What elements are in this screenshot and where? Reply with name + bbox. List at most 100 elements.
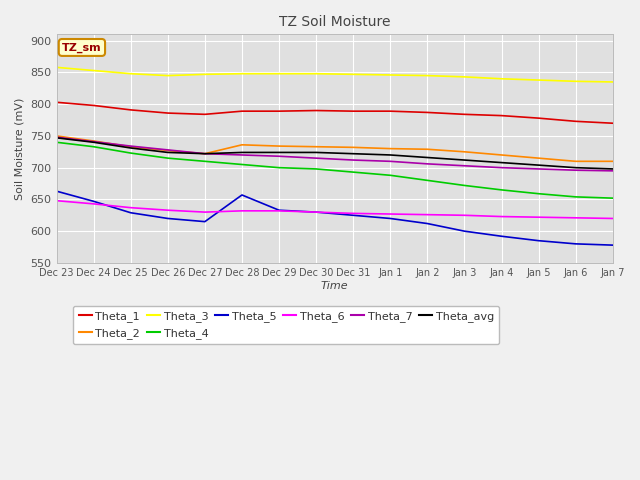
Theta_1 xyxy=(127,107,134,113)
Theta_3 xyxy=(609,79,616,85)
Theta_2 xyxy=(387,146,394,152)
Theta_1 xyxy=(424,109,431,115)
Theta_4 xyxy=(90,144,97,150)
Theta_3 xyxy=(275,71,283,77)
Theta_1 xyxy=(275,108,283,114)
Theta_avg xyxy=(90,139,97,145)
Theta_7 xyxy=(609,168,616,174)
Line: Theta_6: Theta_6 xyxy=(56,201,612,218)
Theta_avg xyxy=(275,150,283,156)
Theta_1 xyxy=(387,108,394,114)
Theta_7 xyxy=(349,157,357,163)
Theta_7 xyxy=(498,165,506,170)
Theta_4 xyxy=(312,166,320,172)
Theta_4 xyxy=(461,182,468,188)
Theta_3 xyxy=(498,76,506,82)
Theta_4 xyxy=(609,195,616,201)
Theta_avg xyxy=(52,135,60,141)
Theta_2 xyxy=(164,148,172,154)
Theta_1 xyxy=(572,119,579,124)
Theta_5 xyxy=(609,242,616,248)
Theta_2 xyxy=(535,155,543,161)
Theta_6 xyxy=(424,212,431,217)
Theta_4 xyxy=(387,172,394,178)
Line: Theta_7: Theta_7 xyxy=(56,137,612,171)
Theta_6 xyxy=(52,198,60,204)
Theta_1 xyxy=(90,103,97,108)
Theta_5 xyxy=(498,233,506,239)
Theta_avg xyxy=(498,160,506,166)
Theta_6 xyxy=(461,213,468,218)
Theta_6 xyxy=(498,214,506,219)
Theta_6 xyxy=(312,209,320,215)
Line: Theta_1: Theta_1 xyxy=(56,102,612,123)
Theta_4 xyxy=(52,139,60,145)
Line: Theta_2: Theta_2 xyxy=(56,136,612,161)
Theta_2 xyxy=(424,146,431,152)
Theta_4 xyxy=(275,165,283,170)
Theta_6 xyxy=(349,211,357,216)
Theta_6 xyxy=(572,215,579,221)
Theta_6 xyxy=(127,205,134,211)
Theta_7 xyxy=(90,139,97,144)
Theta_7 xyxy=(275,153,283,159)
Theta_avg xyxy=(461,157,468,163)
Theta_2 xyxy=(127,144,134,150)
Theta_2 xyxy=(461,149,468,155)
Theta_avg xyxy=(312,150,320,156)
Theta_1 xyxy=(164,110,172,116)
Theta_4 xyxy=(201,158,209,164)
Y-axis label: Soil Moisture (mV): Soil Moisture (mV) xyxy=(15,97,25,200)
Theta_3 xyxy=(90,68,97,73)
Theta_avg xyxy=(349,151,357,156)
Legend: Theta_1, Theta_2, Theta_3, Theta_4, Theta_5, Theta_6, Theta_7, Theta_avg: Theta_1, Theta_2, Theta_3, Theta_4, Thet… xyxy=(73,306,499,344)
Theta_avg xyxy=(201,151,209,156)
Theta_7 xyxy=(387,158,394,164)
Theta_5 xyxy=(52,188,60,194)
Theta_2 xyxy=(275,143,283,149)
Theta_3 xyxy=(349,72,357,77)
Theta_5 xyxy=(572,241,579,247)
Theta_6 xyxy=(201,209,209,215)
Theta_6 xyxy=(90,201,97,207)
Theta_6 xyxy=(535,214,543,220)
Theta_6 xyxy=(164,207,172,213)
Theta_6 xyxy=(387,211,394,217)
Theta_3 xyxy=(164,73,172,79)
Theta_2 xyxy=(498,152,506,158)
Theta_1 xyxy=(498,113,506,119)
Theta_4 xyxy=(535,191,543,197)
Theta_4 xyxy=(238,162,246,168)
Theta_5 xyxy=(90,198,97,204)
Theta_3 xyxy=(312,71,320,77)
Theta_5 xyxy=(349,213,357,218)
Theta_3 xyxy=(52,64,60,70)
Theta_3 xyxy=(572,78,579,84)
Theta_7 xyxy=(201,151,209,156)
Theta_avg xyxy=(535,162,543,168)
Theta_5 xyxy=(238,192,246,198)
Theta_3 xyxy=(461,74,468,80)
Line: Theta_5: Theta_5 xyxy=(56,191,612,245)
Theta_avg xyxy=(164,150,172,156)
Theta_1 xyxy=(201,111,209,117)
Theta_1 xyxy=(52,99,60,105)
Line: Theta_4: Theta_4 xyxy=(56,142,612,198)
Theta_avg xyxy=(238,150,246,156)
Theta_2 xyxy=(349,144,357,150)
Theta_7 xyxy=(572,168,579,173)
Theta_5 xyxy=(424,221,431,227)
Theta_2 xyxy=(312,144,320,150)
Theta_2 xyxy=(572,158,579,164)
Theta_4 xyxy=(164,155,172,161)
Theta_4 xyxy=(424,178,431,183)
Theta_6 xyxy=(609,216,616,221)
Theta_avg xyxy=(572,165,579,170)
Theta_2 xyxy=(52,133,60,139)
Theta_5 xyxy=(164,216,172,221)
Theta_7 xyxy=(164,147,172,153)
Line: Theta_avg: Theta_avg xyxy=(56,138,612,169)
Theta_4 xyxy=(572,194,579,200)
Theta_1 xyxy=(349,108,357,114)
Theta_3 xyxy=(424,73,431,79)
